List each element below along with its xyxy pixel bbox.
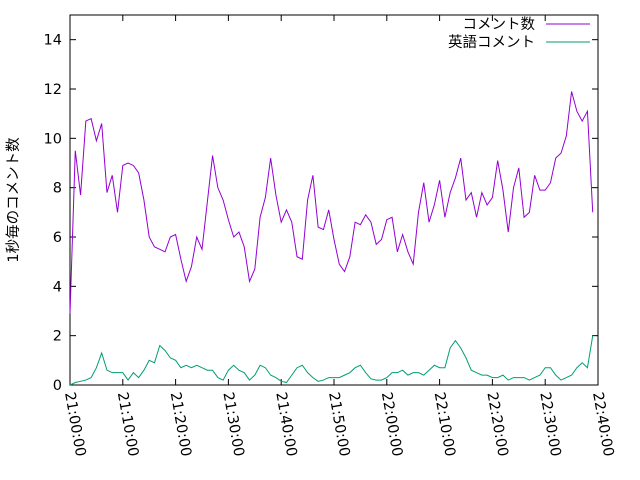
legend-label-1: コメント数 [463,16,536,33]
x-tick-label: 21:30:00 [219,391,246,458]
x-tick-label: 22:10:00 [431,391,458,458]
series-line-1 [69,91,594,314]
x-tick-label: 22:00:00 [378,391,405,458]
x-tick-label: 21:10:00 [114,391,141,458]
plot-frame [69,14,599,386]
y-tick-label: 0 [53,378,62,394]
x-tick-label: 22:40:00 [589,391,616,458]
x-tick-label: 21:00:00 [61,391,88,458]
x-tick-label: 21:20:00 [167,391,194,458]
plot-border [69,14,599,386]
series-lines [69,91,594,386]
series-line-2 [69,335,594,386]
y-tick-label: 12 [44,82,62,98]
x-tick-label: 22:20:00 [483,391,510,458]
x-tick-label: 22:30:00 [536,391,563,458]
x-axis: 21:00:00 21:10:00 21:20:00 21:30:00 21:40:00… [61,15,616,458]
y-axis-label: 1秒毎のコメント数 [5,137,22,263]
y-tick-label: 14 [44,33,62,49]
y-axis: 0 2 4 6 8 10 12 14 [44,33,598,394]
y-tick-label: 4 [53,279,62,295]
y-tick-label: 8 [53,181,62,197]
y-tick-label: 10 [44,131,62,147]
y-tick-label: 2 [53,329,62,345]
x-tick-label: 21:40:00 [272,391,299,458]
x-tick-label: 21:50:00 [325,391,352,458]
legend-label-2: 英語コメント [448,33,535,51]
y-tick-label: 6 [53,230,62,246]
